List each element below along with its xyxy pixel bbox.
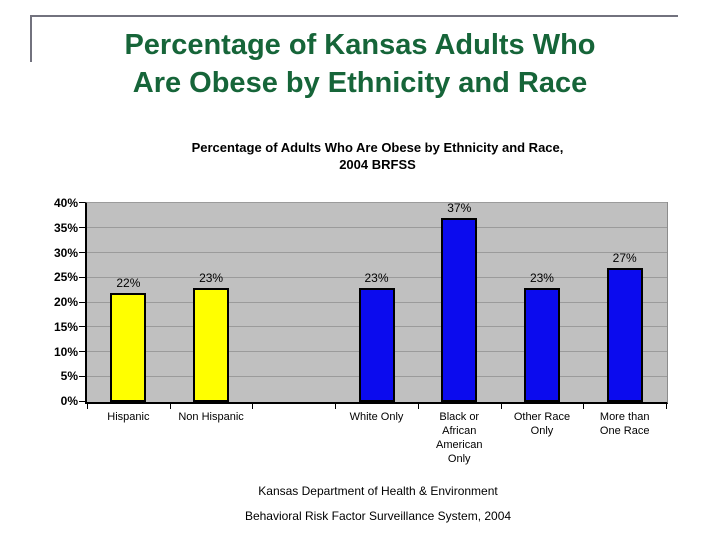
x-axis-tick — [335, 404, 337, 409]
bar-value-label: 23% — [529, 270, 554, 285]
bar-value-label: 27% — [612, 250, 637, 265]
y-axis-label: 30% — [53, 246, 78, 260]
y-axis-label: 40% — [53, 196, 78, 210]
x-axis-label: Other Race Only — [513, 411, 571, 437]
bar-slot: 22% — [87, 203, 170, 402]
y-axis-tick — [79, 202, 85, 203]
bars-row: 22% 23% 23% 37% 23% 27% — [87, 200, 667, 409]
y-axis-tick — [79, 226, 85, 228]
bar-value-label: 22% — [116, 275, 141, 290]
x-axis: Hispanic Non Hispanic White Only Black or A… — [87, 410, 666, 466]
x-axis-label: Non Hispanic — [178, 411, 244, 423]
y-axis-tick — [79, 401, 85, 402]
y-axis-label: 0% — [60, 394, 78, 408]
bar-slot: 23% — [170, 203, 253, 402]
x-axis-tick — [666, 404, 667, 409]
x-axis-tick — [87, 404, 88, 409]
x-axis-label: Black or African American Only — [436, 411, 483, 465]
bar — [441, 217, 478, 402]
y-axis-tick — [79, 301, 85, 303]
x-axis-tick — [169, 404, 171, 409]
bar — [193, 287, 230, 402]
slide-title-line-2: Are Obese by Ethnicity and Race — [132, 67, 588, 99]
x-axis-label: More than One Race — [599, 411, 650, 437]
x-axis-label: Hispanic — [107, 411, 150, 423]
gridline — [87, 276, 667, 278]
bar-value-label: 23% — [199, 270, 224, 285]
bar-value-label: 37% — [447, 200, 472, 215]
y-axis-tick — [79, 351, 85, 353]
slide-title-line-1: Percentage of Kansas Adults Who — [124, 29, 596, 61]
slide-title: Percentage of Kansas Adults Who Are Obes… — [20, 26, 700, 102]
x-axis-label — [252, 410, 335, 466]
bar — [358, 287, 395, 402]
bar-slot: 23% — [501, 203, 584, 402]
y-axis-label: 20% — [53, 295, 78, 309]
gridline — [87, 251, 667, 253]
gridline — [87, 226, 667, 228]
bar — [606, 267, 643, 402]
bar-slot: 23% — [335, 203, 418, 402]
y-axis-label: 25% — [53, 270, 78, 284]
y-axis-tick — [79, 276, 85, 278]
bar — [110, 292, 147, 402]
bar-slot-spacer — [252, 203, 335, 402]
bar-value-label: 23% — [364, 270, 389, 285]
chart-title: Percentage of Adults Who Are Obese by Et… — [191, 140, 564, 172]
footer-source-line-1: Kansas Department of Health & Environmen… — [258, 484, 498, 498]
y-axis-label: 10% — [53, 345, 78, 359]
x-axis-tick — [252, 404, 254, 409]
footer-source-line-2: Behavioral Risk Factor Surveillance Syst… — [244, 509, 512, 523]
y-axis-label: 35% — [53, 221, 78, 235]
title-frame-top-line — [30, 15, 678, 17]
y-axis-tick — [79, 251, 85, 253]
x-axis-tick — [417, 404, 419, 409]
y-axis: 0% 5% 10% 15% 20% 25% 30% 35% 40% — [0, 196, 78, 408]
y-axis-label: 5% — [60, 369, 78, 383]
x-axis-tick — [500, 404, 502, 409]
y-axis-tick — [79, 376, 85, 378]
title-frame-left-line — [30, 15, 32, 62]
y-axis-tick — [79, 326, 85, 328]
bar-slot: 37% — [418, 200, 501, 402]
bar — [523, 287, 560, 402]
x-axis-label: White Only — [349, 411, 404, 423]
gridline — [87, 202, 667, 203]
y-axis-label: 15% — [53, 320, 78, 334]
x-axis-tick — [583, 404, 585, 409]
bar-slot: 27% — [583, 203, 666, 402]
